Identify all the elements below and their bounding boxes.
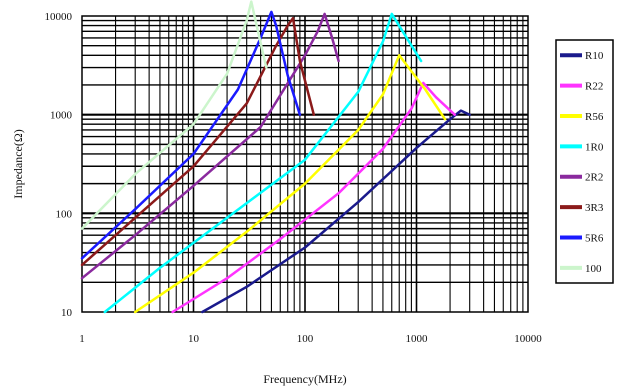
y-tick-label: 10000 [45, 11, 73, 23]
y-tick-label: 10 [61, 307, 73, 319]
series-line-1r0 [103, 12, 423, 314]
y-tick-label: 1000 [50, 110, 73, 122]
legend-label-100: 100 [585, 263, 602, 275]
legend-box [555, 39, 614, 284]
x-axis-label: Frequency(MHz) [263, 372, 346, 386]
series-line-2r2 [80, 12, 340, 280]
series-line-100 [80, 0, 268, 230]
legend-label-r22: R22 [585, 81, 603, 93]
y-axis-label: Impedance(Ω) [11, 129, 25, 199]
legend: R10 R22 R56 1R0 2R2 3R3 5R6 100 [555, 39, 614, 284]
plot-grid [82, 16, 528, 312]
series-line-r22 [171, 81, 456, 314]
plot-frame [81, 15, 529, 313]
series-line-r10 [201, 109, 471, 314]
legend-label-r56: R56 [585, 111, 604, 123]
series-layer [80, 0, 471, 314]
x-tick-label: 1000 [406, 333, 429, 345]
legend-label-2r2: 2R2 [585, 172, 603, 184]
x-tick-label: 1 [79, 333, 85, 345]
legend-label-1r0: 1R0 [585, 141, 604, 153]
x-tick-label: 10 [188, 333, 200, 345]
tick-labels: 1 10 100 1000 10000 10 100 1000 10000 [45, 11, 543, 345]
legend-label-5r6: 5R6 [585, 232, 604, 244]
series-line-5r6 [80, 10, 302, 260]
y-tick-label: 100 [56, 208, 73, 220]
x-tick-label: 100 [297, 333, 314, 345]
x-tick-label: 10000 [514, 333, 542, 345]
legend-label-3r3: 3R3 [585, 202, 604, 214]
legend-label-r10: R10 [585, 50, 604, 62]
series-line-3r3 [80, 16, 316, 267]
series-line-r56 [133, 54, 447, 314]
